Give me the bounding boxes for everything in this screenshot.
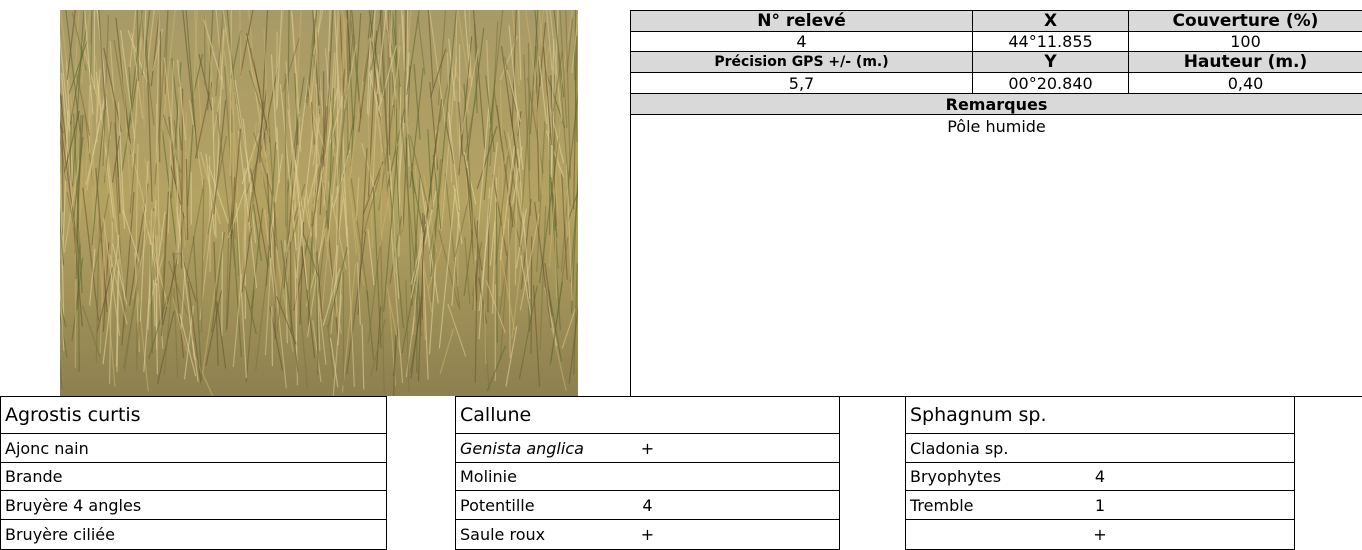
species-name: Tremble (905, 490, 1295, 520)
species-name: Potentille (455, 490, 840, 520)
remarks-text: Pôle humide (630, 114, 1362, 397)
species-name: Bruyère ciliée (0, 519, 387, 550)
header-cell: N° relevé (630, 10, 973, 32)
species-name: Brande (0, 462, 387, 491)
species-name: Cladonia sp. (905, 433, 1295, 463)
species-name: Callune (455, 396, 840, 434)
species-name: Agrostis curtis (0, 396, 387, 434)
species-name (905, 519, 1295, 550)
species-name: Bryophytes (905, 462, 1295, 491)
header-cell: Y (972, 51, 1129, 73)
value-cell: 4 (630, 31, 973, 52)
remarks-label: Remarques (630, 93, 1362, 115)
species-name: Saule roux (455, 519, 840, 550)
species-name: Sphagnum sp. (905, 396, 1295, 434)
photo (60, 10, 578, 396)
header-cell: Couverture (%) (1128, 10, 1362, 32)
value-cell: 5,7 (630, 72, 973, 94)
value-cell: 0,40 (1128, 72, 1362, 94)
value-cell: 100 (1128, 31, 1362, 52)
species-name: Bruyère 4 angles (0, 490, 387, 520)
species-name: Genista anglica (455, 433, 840, 463)
species-name: Molinie (455, 462, 840, 491)
species-name: Ajonc nain (0, 433, 387, 463)
header-cell: Précision GPS +/- (m.) (630, 51, 973, 73)
value-cell: 00°20.840 (972, 72, 1129, 94)
header-cell: X (972, 10, 1129, 32)
header-cell: Hauteur (m.) (1128, 51, 1362, 73)
page: N° relevéXCouverture (%) 444°11.855100 Pré… (0, 0, 1362, 549)
value-cell: 44°11.855 (972, 31, 1129, 52)
